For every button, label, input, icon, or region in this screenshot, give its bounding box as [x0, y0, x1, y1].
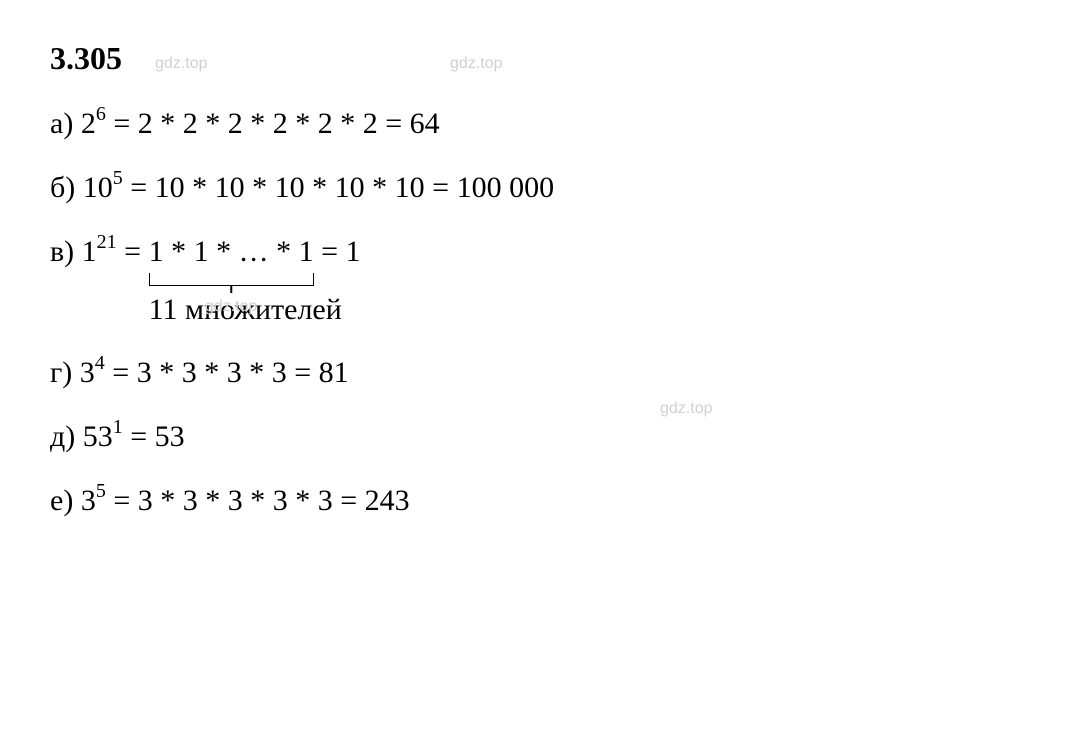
line-f-label: е) [50, 484, 81, 517]
line-d-equals: = 3 * 3 * 3 * 3 = 81 [105, 356, 349, 389]
line-c-base: 1 [82, 235, 97, 268]
line-f-equals: = 3 * 3 * 3 * 3 * 3 = 243 [106, 484, 410, 517]
line-a-label: а) [50, 107, 81, 140]
line-b: б) 105 = 10 * 10 * 10 * 10 * 10 = 100 00… [50, 169, 1026, 205]
line-b-exp: 5 [113, 167, 123, 189]
line-f: е) 35 = 3 * 3 * 3 * 3 * 3 = 243 [50, 482, 1026, 518]
line-a-exp: 6 [96, 103, 106, 125]
watermark-1: gdz.top [155, 55, 207, 73]
line-d-base: 3 [80, 356, 95, 389]
line-b-base: 10 [83, 171, 113, 204]
line-a: а) 26 = 2 * 2 * 2 * 2 * 2 * 2 = 64 [50, 105, 1026, 141]
watermark-3: gdz.top [205, 298, 257, 315]
bracket-content: 1 * 1 * … * 1 [149, 235, 314, 268]
line-f-exp: 5 [96, 480, 106, 502]
line-d-label: г) [50, 356, 80, 389]
bracket-wrap: 1 * 1 * … * 1 11 множителей gdz.top [149, 235, 314, 269]
line-e-exp: 1 [113, 416, 123, 438]
line-c: в) 121 = 1 * 1 * … * 1 11 множителей gdz… [50, 233, 1026, 269]
line-b-equals: = 10 * 10 * 10 * 10 * 10 = 100 000 [123, 171, 554, 204]
line-e-base: 53 [83, 420, 113, 453]
line-a-equals: = 2 * 2 * 2 * 2 * 2 * 2 = 64 [106, 107, 440, 140]
watermark-2: gdz.top [450, 55, 502, 73]
line-e-equals: = 53 [123, 420, 185, 453]
line-a-base: 2 [81, 107, 96, 140]
line-d: г) 34 = 3 * 3 * 3 * 3 = 81 [50, 354, 1026, 390]
line-f-base: 3 [81, 484, 96, 517]
line-c-exp: 21 [97, 231, 117, 253]
line-e: д) 531 = 53 [50, 418, 1026, 454]
line-c-suffix: = 1 [314, 235, 361, 268]
line-c-prefix: = [117, 235, 149, 268]
watermark-4: gdz.top [660, 400, 712, 418]
line-e-label: д) [50, 420, 83, 453]
line-d-exp: 4 [95, 352, 105, 374]
line-b-label: б) [50, 171, 83, 204]
watermark-3-wrap: gdz.top [205, 285, 257, 319]
line-c-label: в) [50, 235, 82, 268]
